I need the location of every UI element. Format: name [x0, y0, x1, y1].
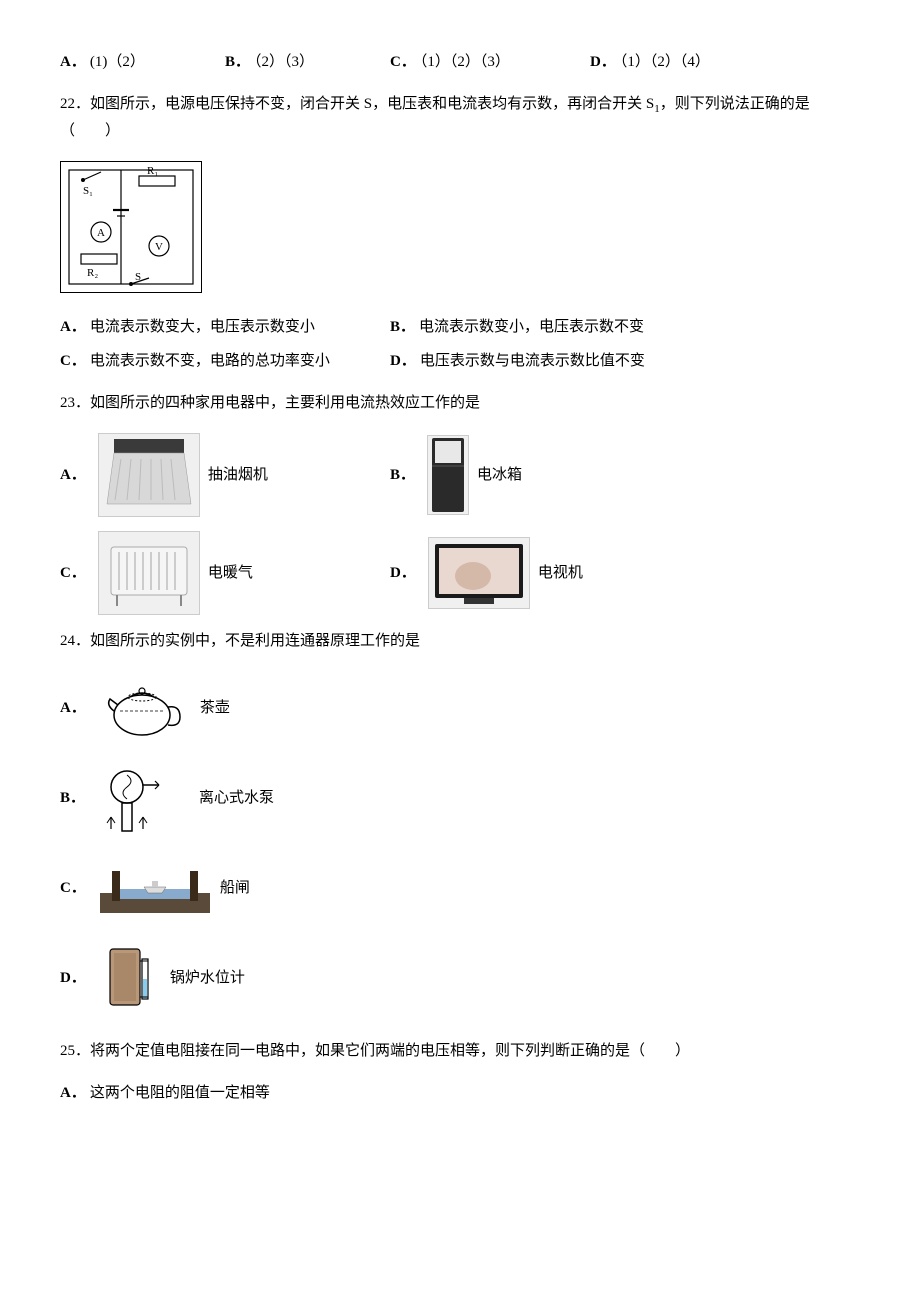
q22-b-label: B． — [390, 319, 415, 335]
q23-d-label: D． — [390, 561, 416, 585]
q24-d-text: 锅炉水位计 — [170, 966, 245, 990]
svg-text:A: A — [97, 227, 105, 239]
q23-a-text: 抽油烟机 — [208, 463, 268, 487]
q24-body: 如图所示的实例中，不是利用连通器原理工作的是 — [90, 633, 420, 649]
q24-option-c: C． 船闸 — [60, 851, 860, 925]
option-b-label: B． — [225, 54, 250, 70]
svg-text:R₁: R₁ — [147, 165, 158, 177]
q24-a-label: A． — [60, 696, 86, 720]
q22-num: 22． — [60, 96, 90, 112]
tv-image — [428, 537, 530, 609]
ship-lock-image — [100, 851, 210, 925]
q23-a-label: A． — [60, 463, 86, 487]
q22-option-a: A．电流表示数变大，电压表示数变小 — [60, 315, 390, 339]
q23-c-label: C． — [60, 561, 86, 585]
q23-option-c: C． 电暖气 — [60, 531, 390, 615]
boiler-gauge-image — [100, 941, 160, 1015]
option-a-text: (1)（2） — [90, 54, 145, 70]
q22-a-label: A． — [60, 319, 86, 335]
option-c-label: C． — [390, 54, 416, 70]
q25-a-label: A． — [60, 1085, 86, 1101]
option-a: A．(1)（2） — [60, 50, 225, 74]
q24-a-text: 茶壶 — [200, 696, 230, 720]
q22-option-b: B．电流表示数变小，电压表示数不变 — [390, 315, 720, 339]
fridge-image — [427, 435, 469, 515]
q23-d-text: 电视机 — [538, 561, 583, 585]
option-b: B．（2）（3） — [225, 50, 390, 74]
q22-options: A．电流表示数变大，电压表示数变小 B．电流表示数变小，电压表示数不变 C．电流… — [60, 315, 860, 373]
q22-c-text: 电流表示数不变，电路的总功率变小 — [90, 353, 330, 369]
q22-text: 22．如图所示，电源电压保持不变，闭合开关 S，电压表和电流表均有示数，再闭合开… — [60, 92, 860, 143]
option-d: D．（1）（2）（4） — [590, 50, 790, 74]
q22-a-text: 电流表示数变大，电压表示数变小 — [90, 319, 315, 335]
q23-option-b: B． 电冰箱 — [390, 435, 720, 515]
option-d-text: （1）（2）（4） — [620, 54, 710, 70]
q25-num: 25． — [60, 1043, 90, 1059]
q23-num: 23． — [60, 395, 90, 411]
pump-image — [99, 761, 189, 835]
q23-b-text: 电冰箱 — [477, 463, 522, 487]
teapot-image — [100, 671, 190, 745]
q24-num: 24． — [60, 633, 90, 649]
q25-body: 将两个定值电阻接在同一电路中，如果它们两端的电压相等，则下列判断正确的是（ ） — [90, 1043, 690, 1059]
option-a-label: A． — [60, 54, 86, 70]
range-hood-image — [98, 433, 200, 517]
q23-c-text: 电暖气 — [208, 561, 253, 585]
q24-c-label: C． — [60, 876, 86, 900]
q24-b-label: B． — [60, 786, 85, 810]
q22-c-label: C． — [60, 353, 86, 369]
q23-row-1: A． 抽油烟机 B． 电冰箱 — [60, 433, 860, 517]
q24-option-b: B． 离心式水泵 — [60, 761, 860, 835]
option-b-text: （2）（3） — [254, 54, 314, 70]
q22-option-c: C．电流表示数不变，电路的总功率变小 — [60, 349, 390, 373]
svg-text:S₁: S₁ — [83, 185, 93, 197]
q25-a-text: 这两个电阻的阻值一定相等 — [90, 1085, 270, 1101]
q23-body: 如图所示的四种家用电器中，主要利用电流热效应工作的是 — [90, 395, 480, 411]
circuit-diagram: S₁ R₁ A V R₂ S — [60, 161, 202, 293]
q22-d-label: D． — [390, 353, 416, 369]
option-d-label: D． — [590, 54, 616, 70]
q23-b-label: B． — [390, 463, 415, 487]
q24-b-text: 离心式水泵 — [199, 786, 274, 810]
q23-option-d: D． 电视机 — [390, 537, 720, 609]
q22-d-text: 电压表示数与电流表示数比值不变 — [420, 353, 645, 369]
circuit-svg: S₁ R₁ A V R₂ S — [61, 162, 201, 292]
q24-option-d: D． 锅炉水位计 — [60, 941, 860, 1015]
q22-text-1: 如图所示，电源电压保持不变，闭合开关 S，电压表和电流表均有示数，再闭合开关 S — [90, 96, 654, 112]
q21-options-row: A．(1)（2） B．（2）（3） C．（1）（2）（3） D．（1）（2）（4… — [60, 50, 860, 74]
svg-text:S: S — [135, 271, 141, 283]
svg-text:V: V — [155, 241, 163, 253]
heater-image — [98, 531, 200, 615]
svg-text:R₂: R₂ — [87, 267, 98, 279]
option-c: C．（1）（2）（3） — [390, 50, 590, 74]
q24-option-a: A． 茶壶 — [60, 671, 860, 745]
q23-row-2: C． 电暖气 D． — [60, 531, 860, 615]
q22-option-d: D．电压表示数与电流表示数比值不变 — [390, 349, 720, 373]
q24-d-label: D． — [60, 966, 86, 990]
q24-c-text: 船闸 — [220, 876, 250, 900]
q23-text: 23．如图所示的四种家用电器中，主要利用电流热效应工作的是 — [60, 391, 860, 415]
q25-option-a: A．这两个电阻的阻值一定相等 — [60, 1081, 860, 1105]
q25-text: 25．将两个定值电阻接在同一电路中，如果它们两端的电压相等，则下列判断正确的是（… — [60, 1039, 860, 1063]
q23-option-a: A． 抽油烟机 — [60, 433, 390, 517]
option-c-text: （1）（2）（3） — [420, 54, 510, 70]
q24-text: 24．如图所示的实例中，不是利用连通器原理工作的是 — [60, 629, 860, 653]
q22-b-text: 电流表示数变小，电压表示数不变 — [419, 319, 644, 335]
